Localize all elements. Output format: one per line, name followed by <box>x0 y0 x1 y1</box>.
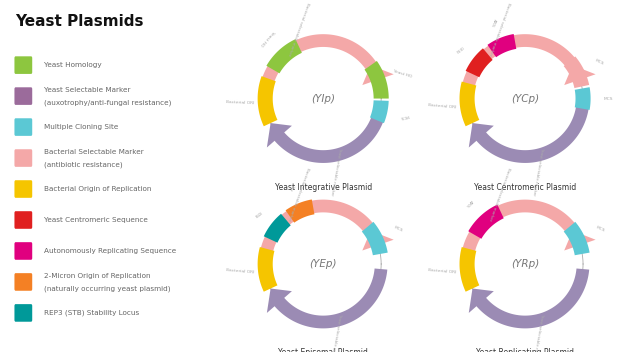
Text: MCS: MCS <box>595 58 605 66</box>
FancyBboxPatch shape <box>14 118 32 136</box>
Text: Yeast Replicating Plasmid: Yeast Replicating Plasmid <box>476 348 574 352</box>
Text: Yeast Centromeric Sequence: Yeast Centromeric Sequence <box>44 217 148 223</box>
FancyBboxPatch shape <box>14 56 32 74</box>
Text: 2-u: 2-u <box>288 183 295 191</box>
Polygon shape <box>370 100 389 123</box>
Text: (auxotrophy/anti-fungal resistance): (auxotrophy/anti-fungal resistance) <box>44 99 172 106</box>
Text: Yeast Centromeric Plasmid: Yeast Centromeric Plasmid <box>474 183 576 191</box>
Text: Yeast Episomal Plasmid: Yeast Episomal Plasmid <box>278 348 368 352</box>
Text: Yeast HO: Yeast HO <box>393 69 412 78</box>
Polygon shape <box>563 222 590 255</box>
Polygon shape <box>264 214 290 243</box>
Polygon shape <box>563 56 589 88</box>
Text: Autonomously Replicating Sequence: Autonomously Replicating Sequence <box>44 248 177 254</box>
Text: CEN: CEN <box>454 44 464 52</box>
FancyBboxPatch shape <box>14 304 32 322</box>
Text: Yeast HO: Yeast HO <box>259 29 275 46</box>
Polygon shape <box>466 48 493 77</box>
Text: Bacterial ORI: Bacterial ORI <box>428 102 457 109</box>
FancyBboxPatch shape <box>14 180 32 198</box>
Text: Yeast Selectable Marker: Yeast Selectable Marker <box>44 87 131 93</box>
Polygon shape <box>461 34 582 104</box>
Polygon shape <box>269 269 387 328</box>
FancyBboxPatch shape <box>14 149 32 167</box>
Polygon shape <box>362 222 387 255</box>
Polygon shape <box>258 247 277 292</box>
Polygon shape <box>469 289 494 313</box>
Text: (YIp): (YIp) <box>311 94 335 103</box>
FancyBboxPatch shape <box>14 242 32 260</box>
Polygon shape <box>259 34 381 104</box>
Text: Bacterial selectable marker: Bacterial selectable marker <box>488 1 511 56</box>
Polygon shape <box>469 123 494 147</box>
Polygon shape <box>461 200 582 270</box>
Text: (YCp): (YCp) <box>511 94 539 103</box>
Text: Bacterial ORI: Bacterial ORI <box>226 100 255 105</box>
Text: MCS: MCS <box>595 225 605 233</box>
Polygon shape <box>362 65 394 85</box>
FancyBboxPatch shape <box>14 273 32 291</box>
Polygon shape <box>269 103 387 163</box>
Text: Yeast selectable marker: Yeast selectable marker <box>531 147 544 196</box>
Text: STB: STB <box>253 209 262 218</box>
Text: (YRp): (YRp) <box>511 259 539 269</box>
Polygon shape <box>259 200 381 270</box>
Polygon shape <box>564 231 595 251</box>
Text: Yeast selectable marker: Yeast selectable marker <box>330 313 342 352</box>
Polygon shape <box>459 247 480 292</box>
Text: Yeast selectable marker: Yeast selectable marker <box>330 147 342 196</box>
Text: Yeast Plasmids: Yeast Plasmids <box>16 14 144 29</box>
Text: ARS: ARS <box>490 17 497 27</box>
Text: Bacterial selectable marker: Bacterial selectable marker <box>286 167 309 221</box>
Text: ARS: ARS <box>464 198 473 207</box>
Text: Bacterial Selectable Marker: Bacterial Selectable Marker <box>44 149 144 155</box>
Polygon shape <box>471 269 589 328</box>
Text: Bacterial Origin of Replication: Bacterial Origin of Replication <box>44 186 152 192</box>
Text: Yeast Integrative Plasmid: Yeast Integrative Plasmid <box>275 183 372 191</box>
Polygon shape <box>459 82 480 126</box>
Text: Bacterial selectable marker: Bacterial selectable marker <box>286 1 309 56</box>
Text: Yeast Homology: Yeast Homology <box>44 62 102 68</box>
Text: 2-Micron Origin of Replication: 2-Micron Origin of Replication <box>44 272 151 279</box>
Text: (YEp): (YEp) <box>309 259 337 269</box>
Text: REP3 (STB) Stability Locus: REP3 (STB) Stability Locus <box>44 310 140 316</box>
Text: (antibiotic resistance): (antibiotic resistance) <box>44 161 123 168</box>
Text: Bacterial ORI: Bacterial ORI <box>428 268 457 275</box>
Polygon shape <box>362 231 394 251</box>
Polygon shape <box>267 39 302 73</box>
Text: Yeast selectable marker: Yeast selectable marker <box>531 313 544 352</box>
Polygon shape <box>471 103 589 163</box>
Polygon shape <box>468 205 504 239</box>
Polygon shape <box>575 87 590 110</box>
Polygon shape <box>267 289 292 313</box>
Polygon shape <box>364 61 389 99</box>
FancyBboxPatch shape <box>14 87 32 105</box>
Polygon shape <box>258 76 277 126</box>
Text: Bacterial ORI: Bacterial ORI <box>226 268 255 275</box>
Polygon shape <box>564 65 595 85</box>
Text: Multiple Cloning Site: Multiple Cloning Site <box>44 124 119 130</box>
Text: Bacterial selectable marker: Bacterial selectable marker <box>488 167 511 221</box>
Text: MCS: MCS <box>399 113 409 119</box>
Polygon shape <box>267 123 292 147</box>
Polygon shape <box>488 34 516 57</box>
Text: (naturally occurring yeast plasmid): (naturally occurring yeast plasmid) <box>44 285 171 291</box>
Text: MCS: MCS <box>603 96 613 101</box>
FancyBboxPatch shape <box>14 211 32 229</box>
Polygon shape <box>285 200 314 223</box>
Text: MCS: MCS <box>393 225 404 233</box>
